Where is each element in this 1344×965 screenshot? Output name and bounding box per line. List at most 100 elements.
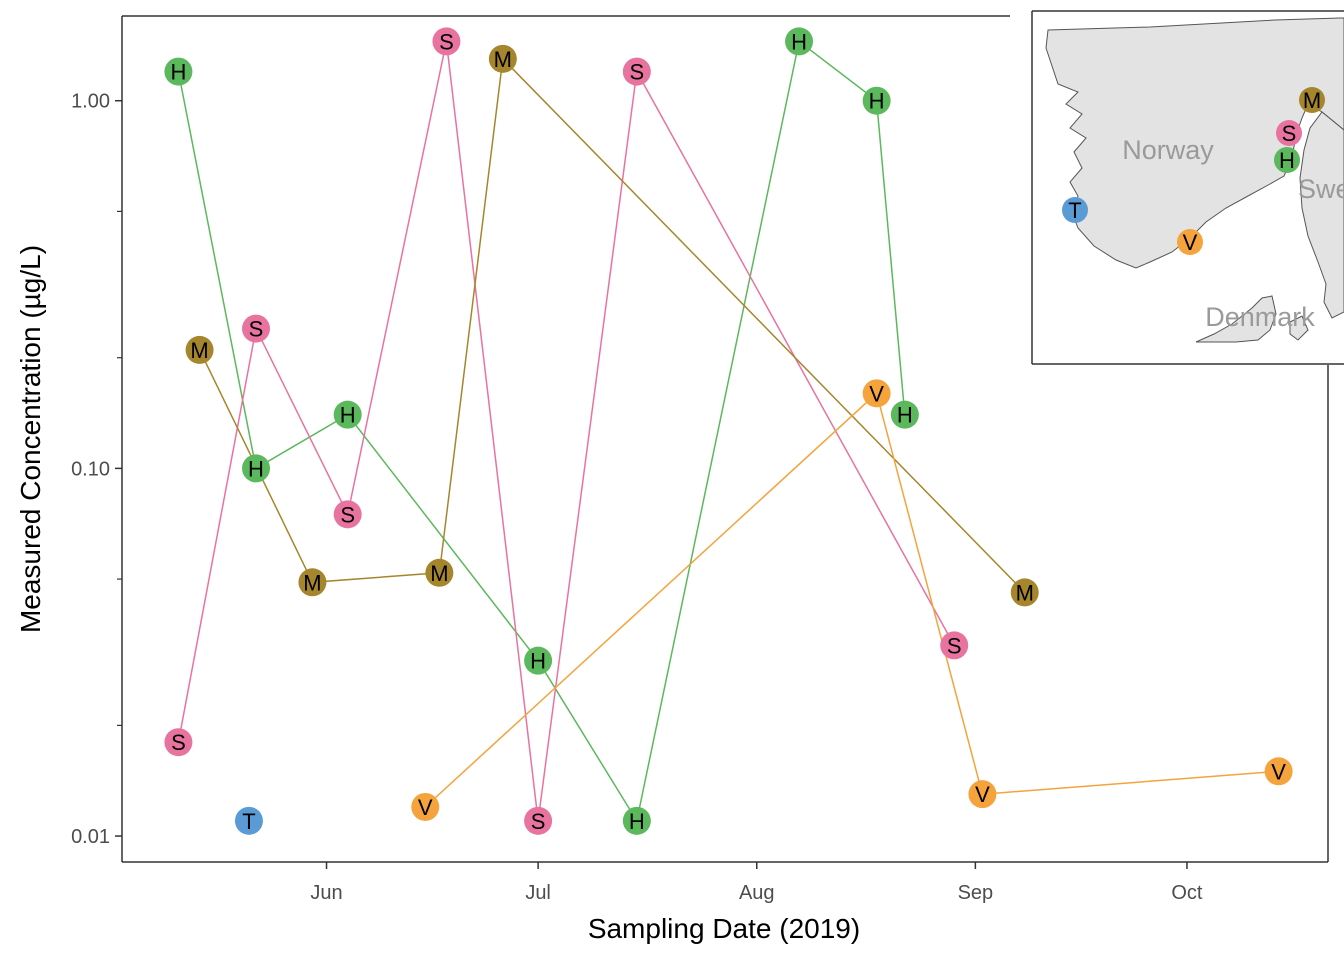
map-site-V-label: V	[1183, 230, 1198, 255]
data-point-H: H	[524, 646, 553, 675]
x-tick-label: Jun	[310, 882, 342, 904]
data-point-marker	[524, 806, 553, 835]
data-point-marker	[488, 44, 517, 73]
data-point-label: S	[629, 60, 644, 85]
data-point-marker	[164, 728, 193, 757]
data-point-H: H	[242, 454, 270, 483]
data-point-marker	[242, 314, 270, 343]
data-point-H: H	[164, 57, 193, 86]
data-point-marker	[425, 558, 454, 587]
map-site-M-marker	[1299, 87, 1325, 113]
series-line-H	[177, 40, 906, 823]
data-point-marker	[862, 379, 891, 408]
data-point-label: M	[303, 570, 321, 595]
data-point-marker	[785, 27, 814, 56]
data-point-label: S	[249, 317, 264, 342]
data-point-label: H	[629, 809, 645, 834]
data-point-M: M	[298, 568, 327, 597]
data-point-label: V	[869, 381, 884, 406]
data-point-label: V	[418, 795, 433, 820]
data-point-V: V	[411, 792, 440, 821]
data-point-marker	[968, 780, 997, 809]
data-point-V: V	[862, 379, 891, 408]
data-point-label: H	[897, 403, 913, 428]
data-point-H: H	[333, 400, 362, 429]
x-axis-ticks: Jun Jul Aug Sep Oct	[310, 862, 1203, 904]
map-site-S: S	[1276, 120, 1302, 146]
y-tick-label: 1.00	[71, 91, 110, 113]
data-point-label: T	[242, 809, 255, 834]
data-point-label: H	[791, 29, 807, 54]
data-point-T: T	[234, 806, 263, 835]
data-point-marker	[333, 400, 362, 429]
data-point-label: H	[170, 60, 186, 85]
data-point-label: M	[430, 561, 448, 586]
data-point-label: M	[494, 47, 512, 72]
data-point-label: H	[340, 403, 356, 428]
map-label-norway: Norway	[1122, 135, 1214, 165]
map-site-H-marker	[1274, 147, 1300, 173]
data-point-H: H	[785, 27, 814, 56]
data-point-S: S	[622, 57, 651, 86]
data-point-M: M	[425, 558, 454, 587]
data-point-S: S	[242, 314, 270, 343]
x-tick-label: Aug	[739, 882, 775, 904]
data-point-label: S	[531, 809, 546, 834]
data-point-S: S	[333, 500, 362, 529]
data-point-marker	[622, 806, 651, 835]
map-site-T-marker	[1062, 197, 1088, 223]
data-point-label: H	[248, 456, 264, 481]
inset-map: Norway Swe Denmark M S H T V	[1031, 10, 1344, 365]
data-point-H: H	[862, 86, 891, 115]
map-site-V-marker	[1177, 229, 1203, 255]
data-point-label: S	[340, 502, 355, 527]
data-point-S: S	[164, 728, 193, 757]
sweden-shape	[1299, 111, 1344, 319]
data-point-marker	[432, 27, 461, 56]
data-point-S: S	[432, 27, 461, 56]
zealand-shape	[1289, 315, 1309, 341]
y-axis-ticks: 0.01 0.10 1.00	[71, 91, 122, 848]
series-line-V	[424, 391, 1279, 808]
data-point-marker	[940, 631, 969, 660]
y-tick-label: 0.01	[71, 826, 110, 848]
data-point-marker	[862, 86, 891, 115]
data-point-S: S	[940, 631, 969, 660]
map-site-M-label: M	[1303, 88, 1321, 113]
map-site-T: T	[1062, 197, 1088, 223]
x-axis-title: Sampling Date (2019)	[588, 913, 860, 944]
map-label-sweden: Swe	[1298, 174, 1344, 204]
data-point-label: H	[530, 649, 546, 674]
data-point-H: H	[622, 806, 651, 835]
data-point-label: M	[190, 338, 208, 363]
data-point-H: H	[890, 400, 919, 429]
data-point-marker	[234, 806, 263, 835]
data-point-marker	[333, 500, 362, 529]
series-line-M	[198, 57, 1026, 593]
x-tick-label: Sep	[958, 882, 994, 904]
data-point-M: M	[1010, 578, 1039, 607]
data-point-V: V	[1264, 757, 1293, 786]
data-point-marker	[524, 646, 553, 675]
map-site-H: H	[1274, 147, 1300, 173]
series-line-S	[177, 41, 955, 821]
data-point-marker	[164, 57, 193, 86]
map-site-S-marker	[1276, 120, 1302, 146]
data-point-marker	[298, 568, 327, 597]
data-point-label: V	[1271, 759, 1286, 784]
data-point-marker	[1010, 578, 1039, 607]
data-point-label: M	[1016, 580, 1034, 605]
map-label-denmark: Denmark	[1205, 302, 1315, 332]
data-point-V: V	[968, 780, 997, 809]
series-points: H H H H H H H H S S S S S S S M M M M M V V V V T	[164, 27, 1293, 835]
data-point-marker	[890, 400, 919, 429]
map-site-S-label: S	[1282, 121, 1297, 146]
x-tick-label: Jul	[525, 882, 551, 904]
data-point-label: S	[439, 29, 454, 54]
data-point-marker	[1264, 757, 1293, 786]
x-tick-label: Oct	[1171, 882, 1203, 904]
map-site-T-label: T	[1068, 198, 1081, 223]
map-site-V: V	[1177, 229, 1203, 255]
y-axis-title: Measured Concentration (µg/L)	[15, 245, 46, 633]
